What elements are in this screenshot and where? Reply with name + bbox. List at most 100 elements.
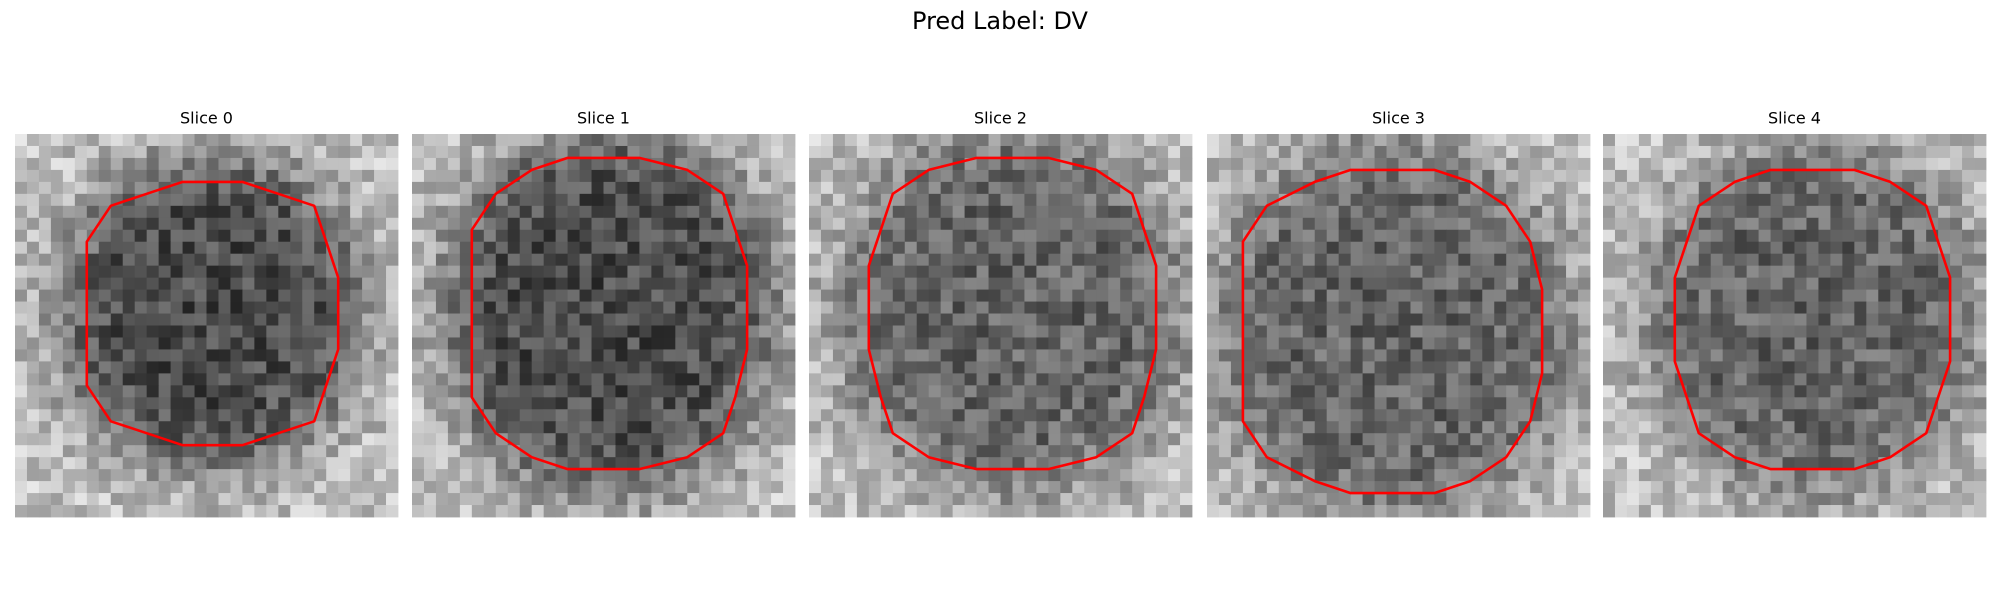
pixel [350, 157, 363, 171]
pixel [1758, 421, 1771, 434]
pixel [880, 145, 894, 159]
pixel [362, 421, 375, 434]
pixel [1722, 409, 1736, 422]
pixel [362, 229, 375, 243]
pixel [687, 325, 700, 338]
pixel [1144, 397, 1157, 410]
pixel [1842, 397, 1855, 410]
pixel [1072, 337, 1085, 350]
pixel [1120, 505, 1133, 518]
pixel [1482, 157, 1495, 171]
pixel [723, 241, 736, 255]
pixel [1326, 337, 1340, 350]
pixel [1626, 253, 1640, 267]
pixel [1494, 289, 1507, 302]
pixel [928, 181, 942, 195]
pixel [146, 265, 160, 279]
pixel [266, 457, 279, 470]
pixel [507, 145, 521, 159]
pixel [809, 349, 822, 362]
pixel [531, 205, 545, 219]
pixel [350, 169, 363, 183]
pixel [1156, 301, 1169, 314]
pixel [1084, 313, 1097, 326]
pixel [651, 445, 664, 458]
pixel [1866, 409, 1879, 422]
pixel [1782, 397, 1795, 410]
pixel [555, 301, 568, 314]
pixel [1036, 493, 1049, 506]
pixel [1242, 241, 1256, 255]
pixel [134, 145, 148, 159]
pixel [543, 253, 557, 267]
pixel [1518, 361, 1531, 374]
pixel [735, 481, 748, 494]
pixel [579, 134, 592, 147]
pixel [302, 134, 315, 147]
pixel [1096, 277, 1109, 290]
pixel [1446, 385, 1459, 398]
pixel [1866, 385, 1879, 398]
pixel [1842, 409, 1855, 422]
pixel [687, 505, 700, 518]
pixel [1506, 397, 1519, 410]
pixel [50, 361, 64, 374]
pixel [1012, 385, 1025, 398]
pixel [1048, 421, 1061, 434]
pixel [1386, 205, 1399, 219]
pixel [1144, 445, 1157, 458]
pixel [1842, 337, 1855, 350]
pixel [326, 193, 339, 207]
pixel [1266, 301, 1280, 314]
pixel [1554, 289, 1567, 302]
pixel [1000, 469, 1013, 482]
pixel [1000, 385, 1013, 398]
pixel [1914, 157, 1927, 171]
pixel [1962, 277, 1975, 290]
pixel [386, 241, 399, 255]
pixel [38, 301, 52, 314]
pixel [711, 445, 724, 458]
pixel [1734, 337, 1748, 350]
pixel [1842, 253, 1855, 267]
pixel [1048, 349, 1061, 362]
pixel [1108, 241, 1121, 255]
pixel [206, 373, 219, 386]
pixel [170, 421, 183, 434]
pixel [904, 265, 918, 279]
pixel [290, 301, 303, 314]
pixel [483, 457, 497, 470]
pixel [976, 445, 989, 458]
pixel [1902, 169, 1915, 183]
pixel [579, 277, 592, 290]
pixel [182, 409, 195, 422]
pixel [1278, 205, 1292, 219]
pixel [1036, 193, 1049, 207]
pixel [1530, 433, 1543, 446]
pixel [1686, 241, 1700, 255]
pixel [543, 349, 557, 362]
pixel [1302, 325, 1316, 338]
pixel [1603, 349, 1616, 362]
pixel [531, 313, 545, 326]
pixel [1314, 301, 1328, 314]
pixel [687, 457, 700, 470]
pixel [15, 205, 28, 219]
pixel [1770, 457, 1783, 470]
pixel [459, 289, 473, 302]
pixel [1770, 157, 1783, 171]
pixel [1374, 397, 1387, 410]
pixel [856, 134, 870, 147]
pixel [1338, 313, 1352, 326]
pixel [338, 134, 351, 147]
pixel [1806, 253, 1819, 267]
pixel [1386, 145, 1399, 159]
pixel [567, 229, 580, 243]
pixel [809, 385, 822, 398]
pixel [1132, 313, 1145, 326]
pixel [1362, 385, 1375, 398]
pixel [916, 337, 930, 350]
pixel [1518, 241, 1531, 255]
pixel [1302, 241, 1316, 255]
pixel [182, 181, 195, 195]
